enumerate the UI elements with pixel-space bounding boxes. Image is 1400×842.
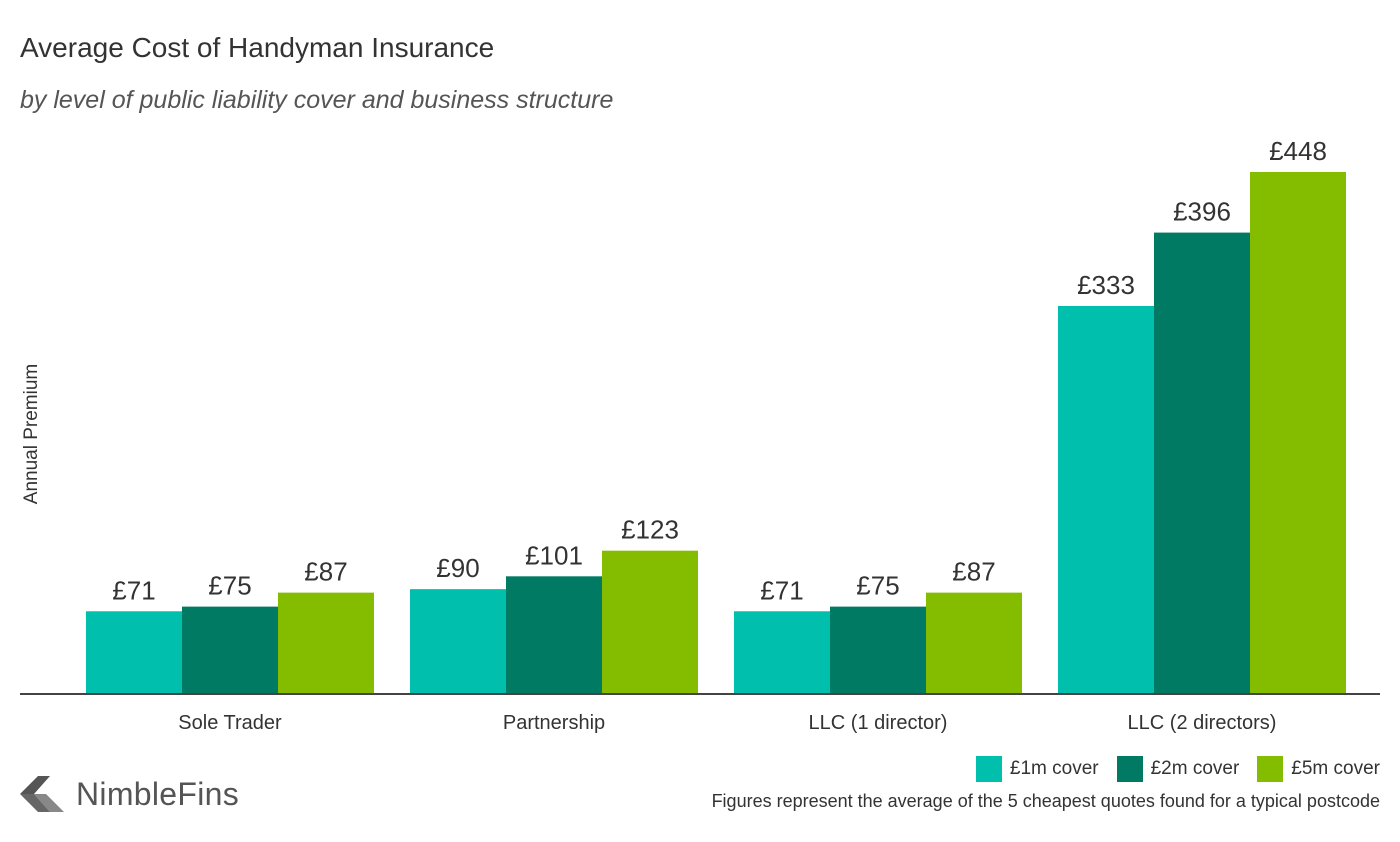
bar-value-label: £75 <box>856 571 899 601</box>
bar-llc-2-directors-2m-cover <box>1154 232 1250 694</box>
bar-sole-trader-1m-cover <box>86 611 182 694</box>
brand-name: NimbleFins <box>76 775 240 812</box>
brand-logo: NimbleFins <box>20 774 239 814</box>
bar-labels-group: £71 £75 £87 £90 £101 £123 £71 £75 £87 £333 £396 £44… <box>112 136 1327 605</box>
bar-value-label: £396 <box>1173 197 1231 227</box>
bar-value-label: £90 <box>436 553 479 583</box>
legend: £1m cover £2m cover £5m cover <box>958 756 1380 782</box>
legend-swatch-2m <box>1116 756 1143 782</box>
bar-sole-trader-2m-cover <box>182 606 278 694</box>
category-label-llc-2-directors: LLC (2 directors) <box>1128 712 1277 734</box>
legend-label-5m: £5m cover <box>1291 758 1380 779</box>
footnote: Figures represent the average of the 5 c… <box>711 791 1380 811</box>
bar-llc-1-director-2m-cover <box>830 606 926 694</box>
bar-llc-1-director-1m-cover <box>734 611 830 694</box>
bar-llc-1-director-5m-cover <box>926 592 1022 694</box>
bar-value-label: £448 <box>1269 136 1327 166</box>
category-label-llc-1-director: LLC (1 director) <box>809 712 948 734</box>
bar-value-label: £101 <box>525 540 583 570</box>
bar-value-label: £71 <box>760 575 803 605</box>
bar-value-label: £71 <box>112 575 155 605</box>
legend-swatch-1m <box>975 756 1002 782</box>
legend-item-2m: £2m cover <box>1116 756 1240 782</box>
bar-partnership-2m-cover <box>506 576 602 694</box>
bar-value-label: £87 <box>304 557 347 587</box>
bar-partnership-5m-cover <box>602 550 698 694</box>
category-label-partnership: Partnership <box>503 712 605 734</box>
bar-value-label: £123 <box>621 515 679 545</box>
chart-title: Average Cost of Handyman Insurance <box>20 32 495 63</box>
category-label-sole-trader: Sole Trader <box>178 712 282 734</box>
bars-group <box>86 172 1346 694</box>
y-axis-label: Annual Premium <box>21 364 42 504</box>
legend-swatch-5m <box>1257 756 1284 782</box>
nimblefins-logo-icon <box>20 776 64 812</box>
bar-value-label: £75 <box>208 571 251 601</box>
bar-llc-2-directors-1m-cover <box>1058 305 1154 694</box>
legend-item-5m: £5m cover <box>1257 756 1380 782</box>
chart-subtitle: by level of public liability cover and b… <box>20 86 614 114</box>
bar-llc-2-directors-5m-cover <box>1250 172 1346 694</box>
legend-label-2m: £2m cover <box>1150 758 1240 779</box>
legend-label-1m: £1m cover <box>1009 758 1099 779</box>
bar-value-label: £333 <box>1077 270 1135 300</box>
bar-partnership-1m-cover <box>410 589 506 694</box>
bar-value-label: £87 <box>952 557 995 587</box>
legend-item-1m: £1m cover <box>975 756 1099 782</box>
category-labels-group: Sole Trader Partnership LLC (1 director) LL… <box>178 712 1276 734</box>
bar-sole-trader-5m-cover <box>278 592 374 694</box>
